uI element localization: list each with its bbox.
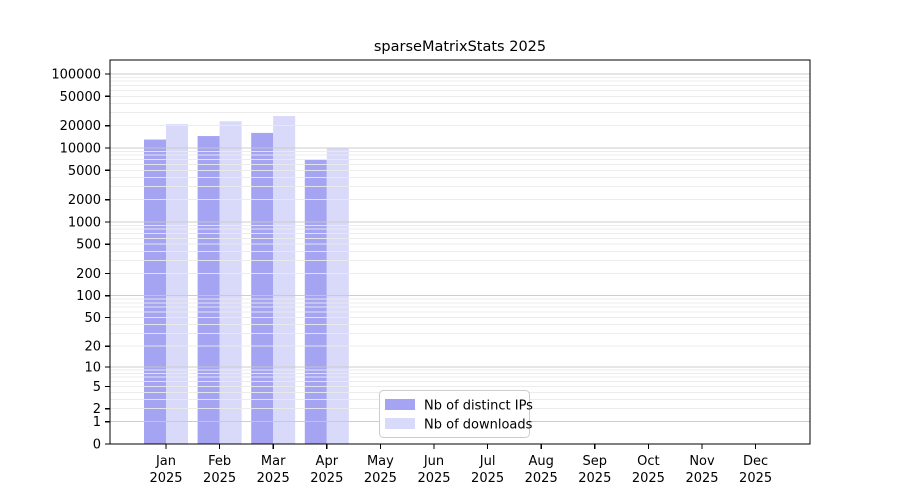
y-axis-ticks xyxy=(105,73,110,445)
x-axis-labels: Jan 2025 Feb 2025 Mar 2025 Apr 2025 May 2025 Jun 20… xyxy=(149,454,772,486)
y-tick-label: 0 xyxy=(93,438,101,453)
x-tick-label-year-sep: 2025 xyxy=(578,471,611,486)
bar-distinct-ips-apr xyxy=(304,159,327,444)
x-tick-label-month-jan: Jan xyxy=(155,454,176,469)
x-tick-label-year-mar: 2025 xyxy=(257,471,290,486)
x-tick-label-year-may: 2025 xyxy=(364,471,397,486)
x-tick-label-month-jun: Jun xyxy=(423,454,444,469)
y-tick-label: 1000 xyxy=(68,215,101,230)
x-tick-label-month-dec: Dec xyxy=(743,454,768,469)
bars-group xyxy=(144,116,349,445)
bar-distinct-ips-mar xyxy=(251,132,274,444)
legend-label-downloads: Nb of downloads xyxy=(424,418,533,433)
x-tick-label-year-apr: 2025 xyxy=(310,471,343,486)
legend: Nb of distinct IPs Nb of downloads xyxy=(379,390,533,438)
x-tick-label-year-feb: 2025 xyxy=(203,471,236,486)
x-tick-label-month-oct: Oct xyxy=(637,454,659,469)
x-tick-label-month-mar: Mar xyxy=(261,454,286,469)
x-axis-ticks xyxy=(165,444,757,449)
y-tick-label: 50000 xyxy=(60,90,101,105)
chart-title: sparseMatrixStats 2025 xyxy=(374,39,546,55)
y-tick-label: 500 xyxy=(76,238,101,253)
y-tick-label: 5000 xyxy=(68,164,101,179)
x-tick-label-year-dec: 2025 xyxy=(739,471,772,486)
x-tick-label-month-feb: Feb xyxy=(208,454,231,469)
y-tick-label: 2000 xyxy=(68,193,101,208)
bar-distinct-ips-feb xyxy=(197,136,220,444)
y-tick-label: 10 xyxy=(84,360,101,375)
bar-distinct-ips-jan xyxy=(144,139,166,444)
x-tick-label-month-apr: Apr xyxy=(316,454,339,469)
x-tick-label-month-may: May xyxy=(367,454,394,469)
y-tick-label: 1 xyxy=(93,415,101,430)
legend-box xyxy=(379,390,530,438)
y-tick-label: 200 xyxy=(76,267,101,282)
y-tick-label: 10000 xyxy=(60,141,101,156)
y-tick-label: 50 xyxy=(84,311,101,326)
y-tick-label: 20000 xyxy=(60,119,101,134)
legend-swatch-distinct-ips-icon xyxy=(385,399,415,410)
x-tick-label-month-nov: Nov xyxy=(689,454,715,469)
x-tick-label-year-oct: 2025 xyxy=(632,471,665,486)
bar-downloads-jan xyxy=(166,124,188,445)
bar-downloads-mar xyxy=(273,116,296,445)
x-tick-label-year-jun: 2025 xyxy=(417,471,450,486)
x-tick-label-month-aug: Aug xyxy=(529,454,554,469)
plot-border xyxy=(109,59,811,445)
y-tick-label: 20 xyxy=(84,340,101,355)
legend-swatch-downloads-icon xyxy=(385,418,415,429)
x-tick-label-year-nov: 2025 xyxy=(685,471,718,486)
x-tick-label-year-aug: 2025 xyxy=(525,471,558,486)
y-tick-label: 100000 xyxy=(51,67,101,82)
y-tick-label: 100 xyxy=(76,289,101,304)
legend-label-distinct-ips: Nb of distinct IPs xyxy=(424,399,533,414)
x-tick-label-month-sep: Sep xyxy=(583,454,608,469)
x-tick-label-year-jan: 2025 xyxy=(149,471,182,486)
bar-downloads-feb xyxy=(219,121,242,444)
y-tick-label: 5 xyxy=(93,380,101,395)
y-axis-labels: 1000005000020000100005000200010005002001… xyxy=(51,67,101,452)
x-tick-label-year-jul: 2025 xyxy=(471,471,504,486)
y-tick-label: 2 xyxy=(93,402,101,417)
x-tick-label-month-jul: Jul xyxy=(479,454,496,469)
